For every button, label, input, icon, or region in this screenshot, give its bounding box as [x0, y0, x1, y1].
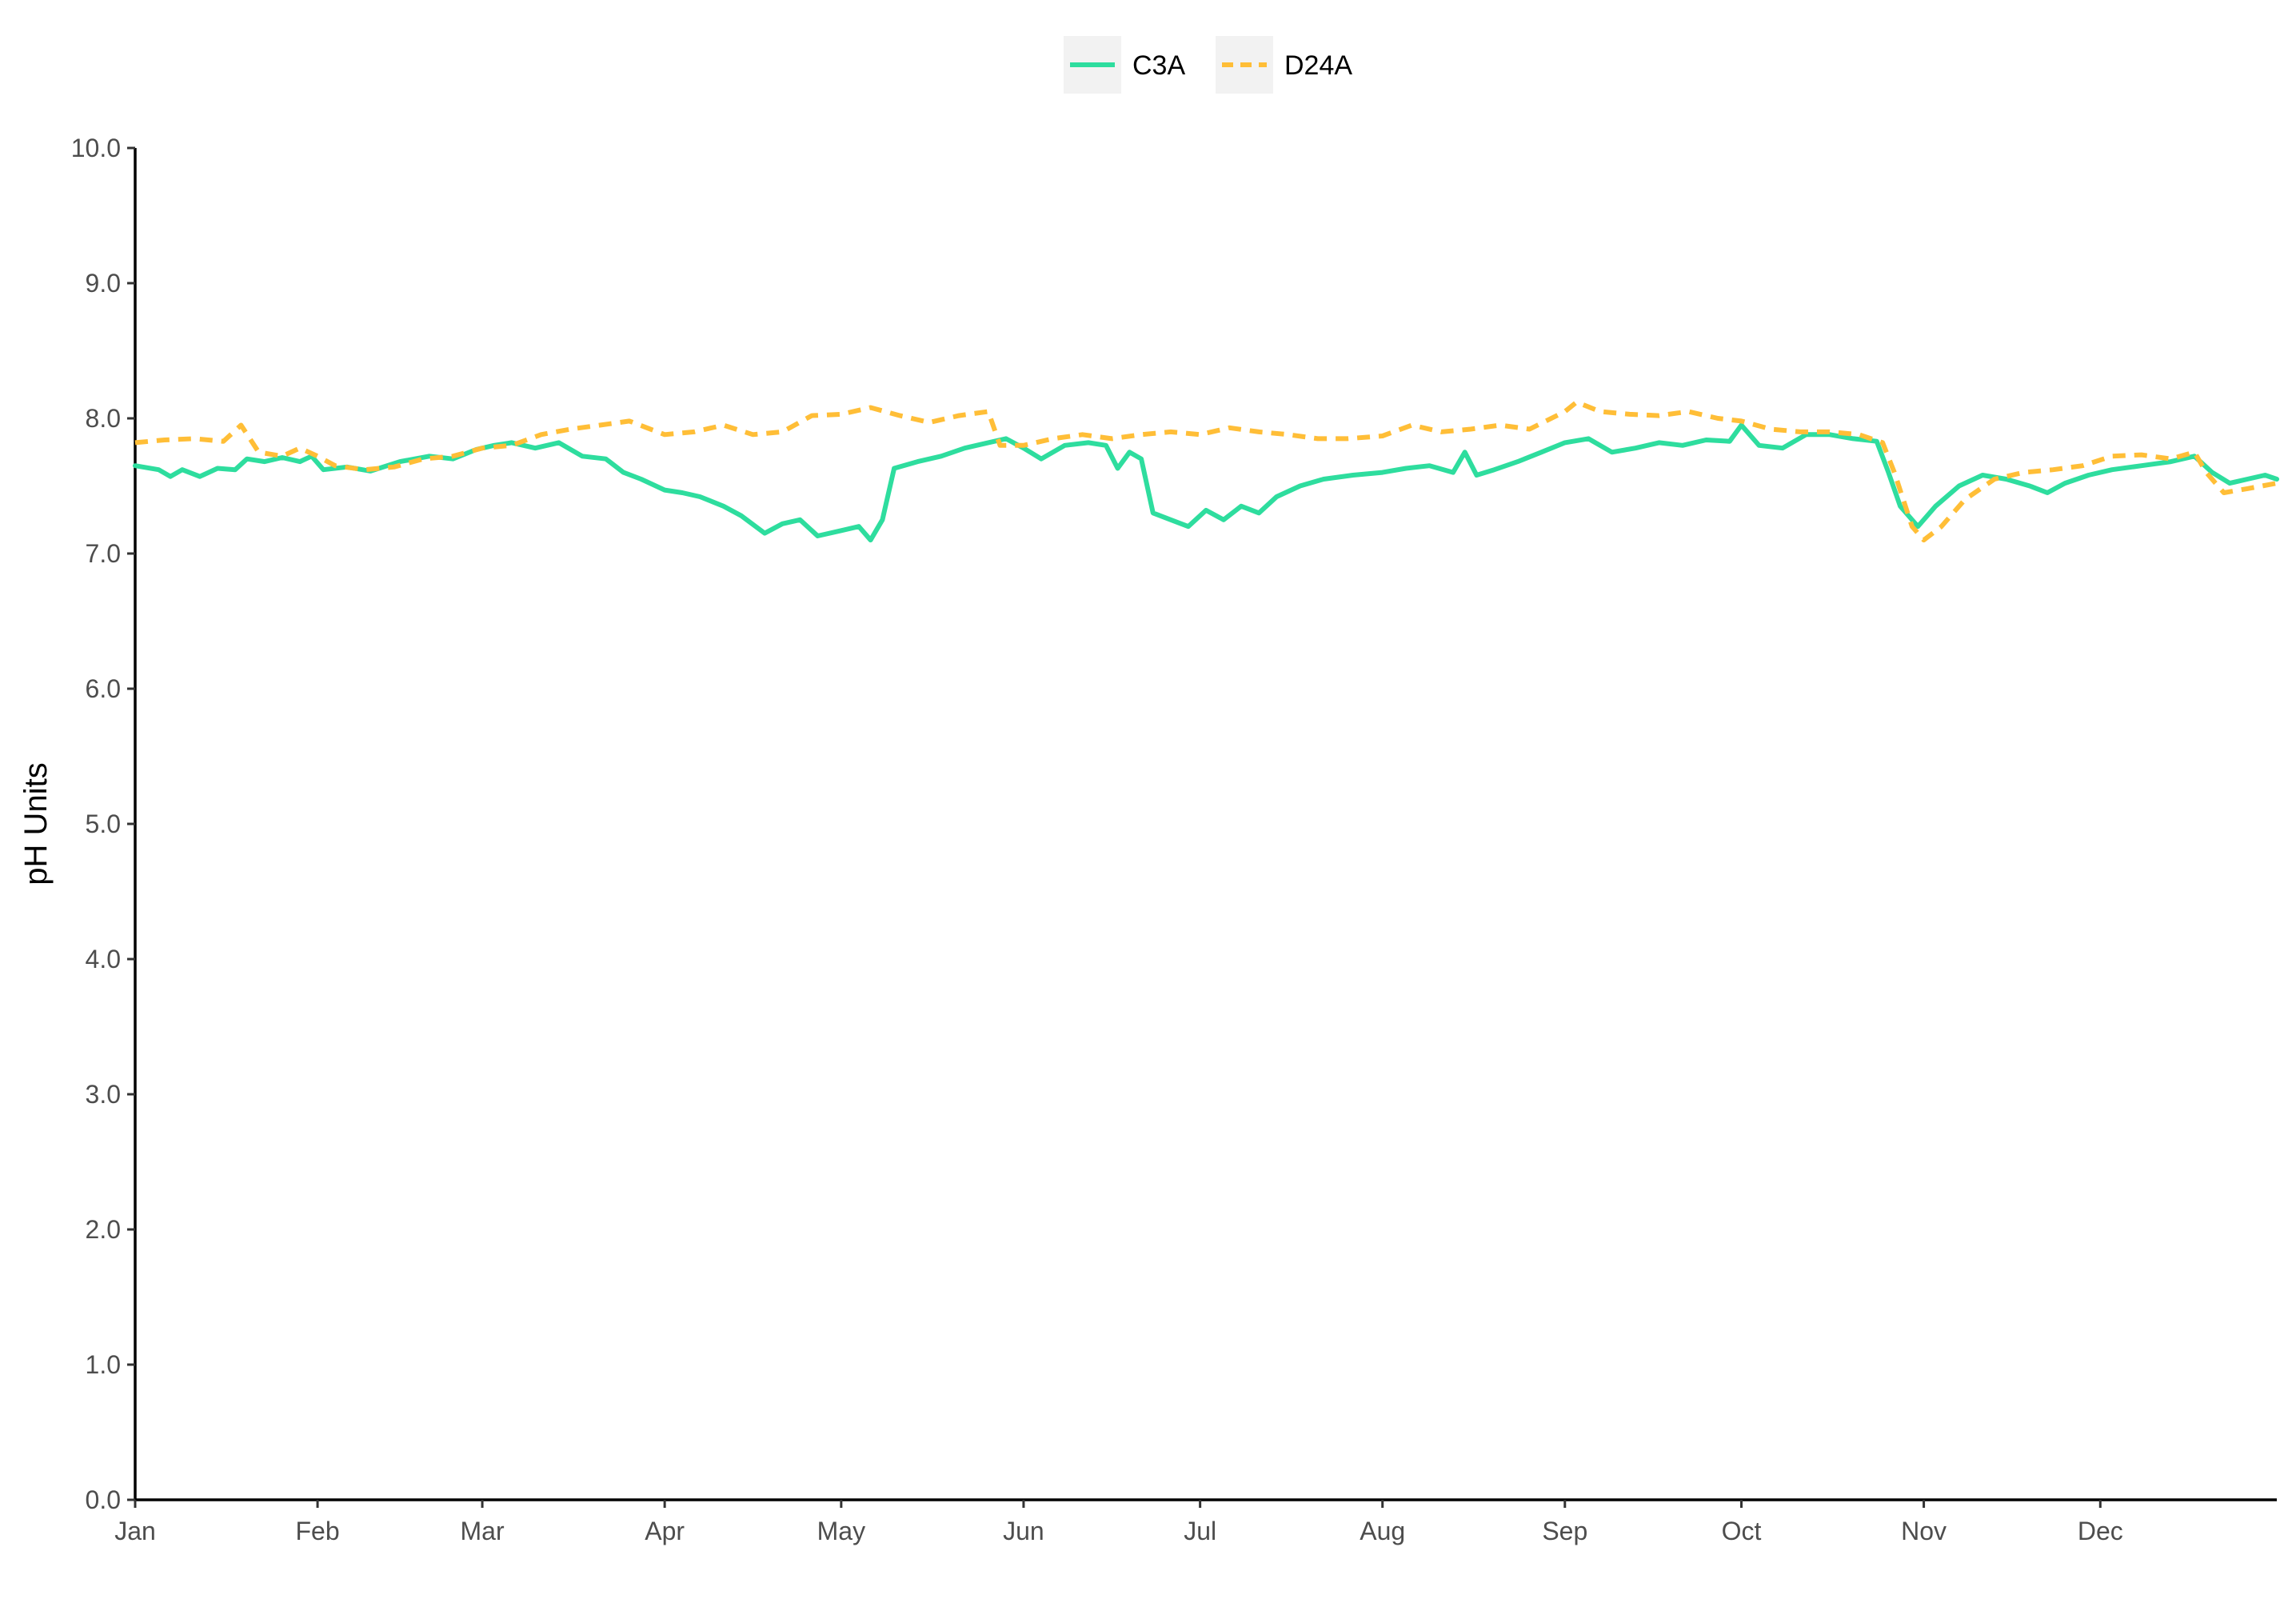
- series-line-d24a: [134, 399, 2278, 543]
- x-tick-label: Nov: [1901, 1517, 1947, 1545]
- y-tick-label: 4.0: [86, 945, 121, 973]
- legend-item-c3a: C3A: [1064, 36, 1185, 94]
- x-tick-label: Jun: [1003, 1517, 1044, 1545]
- y-tick-label: 2.0: [86, 1215, 121, 1244]
- x-tick-label: Apr: [645, 1517, 685, 1545]
- x-tick-label: Sep: [1542, 1517, 1587, 1545]
- y-tick-label: 3.0: [86, 1080, 121, 1109]
- y-tick-label: 10.0: [71, 134, 121, 162]
- y-tick-label: 8.0: [86, 404, 121, 433]
- y-tick-label: 6.0: [86, 674, 121, 703]
- y-tick-label: 5.0: [86, 809, 121, 838]
- x-axis: Jan Feb Mar Apr May Jun Jul Aug Sep Oct Nov Dec: [114, 1498, 2277, 1545]
- y-tick-label: 7.0: [86, 539, 121, 568]
- legend-label: D24A: [1284, 50, 1352, 81]
- legend-item-d24a: D24A: [1216, 36, 1352, 94]
- x-tick-label: Jan: [114, 1517, 156, 1545]
- x-tick-label: Jul: [1184, 1517, 1216, 1545]
- y-axis-title: pH Units: [18, 762, 54, 885]
- x-tick-label: May: [817, 1517, 865, 1545]
- x-tick-label: Oct: [1722, 1517, 1762, 1545]
- x-tick-label: Mar: [461, 1517, 505, 1545]
- x-tick-label: Aug: [1360, 1517, 1405, 1545]
- x-tick-label: Feb: [296, 1517, 340, 1545]
- y-axis: 0.0 1.0 2.0 3.0 4.0 5.0 6.0 7.0 8.0 9.0 10.0: [71, 134, 137, 1514]
- y-tick-label: 1.0: [86, 1350, 121, 1379]
- legend-label: C3A: [1132, 50, 1185, 81]
- x-tick-label: Dec: [2078, 1517, 2123, 1545]
- legend: C3A D24A: [1064, 36, 1352, 94]
- y-tick-label: 0.0: [86, 1485, 121, 1514]
- y-tick-label: 9.0: [86, 269, 121, 298]
- plot-area: [133, 399, 2279, 543]
